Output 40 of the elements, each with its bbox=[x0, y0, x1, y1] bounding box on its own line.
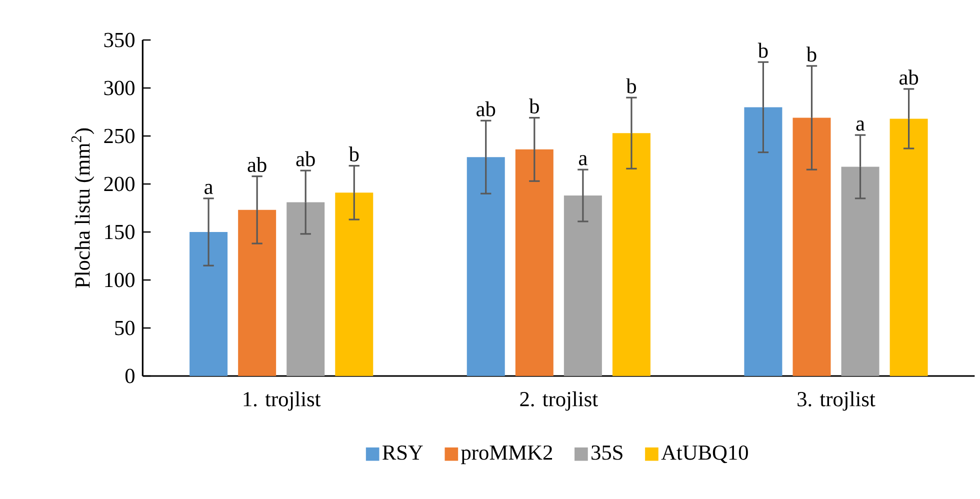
y-tick-label: 350 bbox=[104, 32, 134, 48]
y-tick-label: 150 bbox=[105, 224, 134, 240]
annotation: a bbox=[578, 155, 588, 166]
annotation: ab bbox=[248, 157, 266, 172]
y-tick-label: 100 bbox=[105, 272, 134, 288]
y-tick-label: 300 bbox=[104, 80, 134, 96]
annotation: ab bbox=[899, 70, 918, 85]
legend-label: proMMK2 bbox=[461, 446, 552, 464]
bar bbox=[515, 150, 554, 376]
bar bbox=[612, 133, 650, 376]
annotation: ab bbox=[296, 151, 315, 166]
y-axis-title: Plocha listu (mm$^{2}$) bbox=[71, 128, 94, 288]
bar bbox=[466, 157, 505, 376]
annotation: b bbox=[806, 46, 816, 62]
x-tick-label: 3. trojlist bbox=[798, 392, 876, 411]
y-tick-label: 0 bbox=[125, 368, 134, 384]
y-tick-label: 200 bbox=[104, 176, 134, 192]
y-tick-label: 50 bbox=[115, 320, 134, 336]
bar bbox=[744, 107, 782, 376]
x-tick-label: 1. trojlist bbox=[244, 392, 321, 411]
bar bbox=[792, 118, 831, 376]
x-tick-label: 2. trojlist bbox=[520, 392, 598, 411]
bar bbox=[841, 166, 880, 376]
annotation: b bbox=[529, 98, 539, 114]
annotation: a bbox=[856, 120, 865, 131]
legend-label: RSY bbox=[382, 446, 423, 460]
bar bbox=[335, 192, 374, 376]
bar bbox=[190, 232, 228, 376]
bar bbox=[890, 118, 928, 376]
annotation: b bbox=[758, 42, 768, 58]
bar bbox=[238, 210, 276, 376]
annotation: b bbox=[348, 146, 359, 162]
annotation: b bbox=[626, 78, 636, 94]
y-tick-label: 250 bbox=[104, 128, 134, 144]
legend-label: 35S bbox=[592, 446, 622, 460]
annotation: ab bbox=[476, 102, 496, 117]
bar bbox=[564, 196, 602, 376]
bar bbox=[286, 202, 325, 376]
annotation: a bbox=[204, 184, 213, 194]
legend-label: AtUBQ10 bbox=[661, 446, 748, 464]
